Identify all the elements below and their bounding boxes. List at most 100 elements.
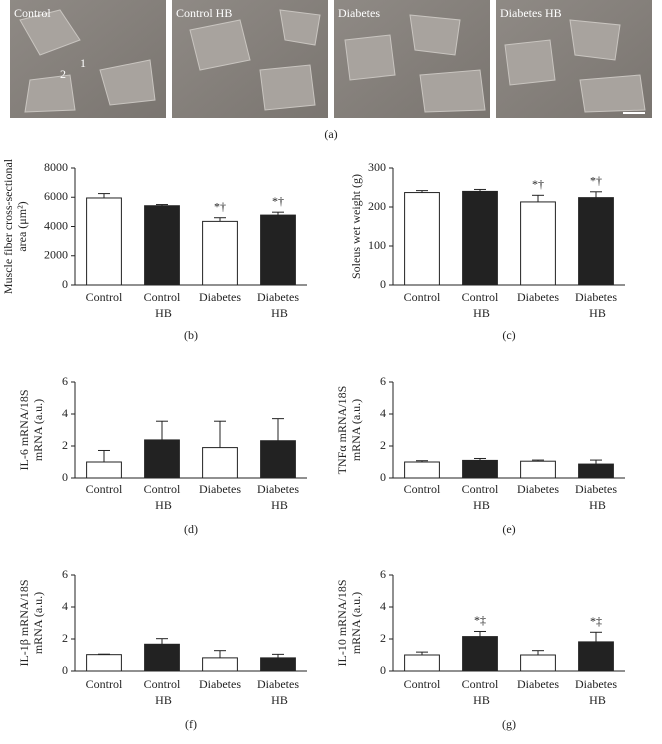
bar	[86, 461, 122, 479]
error-bar	[590, 459, 602, 465]
y-tick-label: 100	[368, 238, 386, 252]
x-tick-label: Control HB	[144, 290, 181, 320]
y-tick-label: 4	[380, 406, 386, 420]
y-axis-label: TNFα mRNA/18S	[335, 386, 349, 475]
bar	[86, 654, 122, 672]
bar	[520, 201, 556, 286]
y-tick-label: 2000	[44, 248, 68, 262]
y-axis-label: IL-10 mRNA/18S	[335, 580, 349, 667]
significance-label: *†	[272, 194, 284, 208]
x-tick-label: Control HB	[144, 677, 181, 707]
y-tick-label: 4	[62, 599, 68, 613]
y-tick-label: 2	[380, 438, 386, 452]
x-tick-label: Diabetes HB	[575, 482, 617, 512]
error-bar	[272, 653, 284, 658]
error-bar	[272, 211, 284, 216]
error-bar	[156, 420, 168, 440]
bar	[404, 192, 440, 286]
bar	[144, 643, 180, 672]
y-axis-label: IL-1β mRNA/18S	[17, 579, 31, 666]
y-tick-label: 4	[380, 599, 386, 613]
y-tick-label: 0	[380, 470, 386, 484]
y-tick-label: 0	[62, 277, 68, 291]
panel-caption: (b)	[184, 328, 198, 342]
error-bar	[532, 459, 544, 462]
x-tick-label: Diabetes HB	[257, 677, 299, 707]
panel-caption: (f)	[185, 717, 197, 731]
bar	[462, 459, 498, 479]
error-bar	[214, 650, 226, 658]
x-tick-label: Control	[404, 482, 441, 496]
y-axis-label: Muscle fiber cross-sectional	[1, 158, 15, 294]
error-bar	[590, 191, 602, 198]
fiber-marker: 2	[60, 67, 66, 81]
x-tick-label: Control	[86, 482, 123, 496]
bar	[144, 205, 180, 286]
micrographs: Control Control HB Diabetes Diabetes HB …	[10, 0, 652, 118]
bar	[202, 657, 238, 672]
y-tick-label: 2	[380, 631, 386, 645]
y-tick-label: 0	[380, 663, 386, 677]
y-tick-label: 4	[62, 406, 68, 420]
error-bar	[98, 193, 110, 198]
panel-caption: (e)	[502, 522, 515, 536]
fiber-outline	[344, 14, 486, 113]
error-bar	[590, 631, 602, 642]
bar	[578, 463, 614, 479]
y-tick-label: 6	[380, 374, 386, 388]
y-tick-label: 0	[62, 470, 68, 484]
y-tick-label: 6000	[44, 189, 68, 203]
y-tick-label: 2	[62, 438, 68, 452]
error-bar	[416, 460, 428, 462]
bar	[520, 654, 556, 672]
bar	[260, 657, 296, 672]
micrograph-label: Diabetes	[338, 6, 380, 20]
x-tick-label: Control HB	[462, 482, 499, 512]
x-tick-label: Diabetes	[199, 677, 241, 691]
x-tick-label: Diabetes HB	[257, 290, 299, 320]
x-tick-label: Control	[404, 677, 441, 691]
panel-caption: (c)	[502, 328, 515, 342]
y-tick-label: 8000	[44, 160, 68, 174]
micrograph-label: Control HB	[176, 6, 232, 20]
y-axis-label: Soleus wet weight (g)	[349, 174, 363, 279]
bar	[202, 447, 238, 479]
y-axis-label: mRNA (a.u.)	[349, 399, 363, 461]
error-bar	[214, 217, 226, 222]
micrograph-label: Diabetes HB	[500, 6, 562, 20]
error-bar	[416, 651, 428, 655]
y-axis-label: mRNA (a.u.)	[349, 592, 363, 654]
significance-label: *‡	[590, 614, 602, 628]
x-tick-label: Diabetes HB	[257, 482, 299, 512]
x-tick-label: Diabetes	[517, 482, 559, 496]
panel-caption: (d)	[184, 522, 198, 536]
bar	[260, 214, 296, 286]
y-axis-label: area (μm²)	[15, 201, 29, 251]
fiber-outline	[189, 9, 321, 111]
error-bar	[474, 630, 486, 637]
y-axis-label: IL-6 mRNA/18S	[17, 390, 31, 471]
x-tick-label: Diabetes	[517, 677, 559, 691]
fiber-outline	[504, 19, 646, 113]
x-tick-label: Control HB	[144, 482, 181, 512]
panel-caption: (g)	[502, 717, 516, 731]
panel-caption: (a)	[324, 127, 337, 141]
y-axis-label: mRNA (a.u.)	[31, 592, 45, 654]
error-bar	[272, 418, 284, 441]
error-bar	[532, 194, 544, 202]
micrograph-label: Control	[14, 6, 51, 20]
significance-label: *†	[590, 174, 602, 188]
x-tick-label: Diabetes HB	[575, 290, 617, 320]
error-bar	[474, 457, 486, 461]
y-axis-label: mRNA (a.u.)	[31, 399, 45, 461]
x-tick-label: Control	[86, 290, 123, 304]
x-tick-label: Control HB	[462, 290, 499, 320]
bar	[462, 190, 498, 286]
y-tick-label: 2	[62, 631, 68, 645]
error-bar	[156, 638, 168, 645]
x-tick-label: Diabetes	[199, 290, 241, 304]
fiber-marker: 1	[80, 56, 86, 70]
fiber-outline	[19, 9, 156, 113]
bar	[260, 440, 296, 479]
bar	[578, 641, 614, 672]
